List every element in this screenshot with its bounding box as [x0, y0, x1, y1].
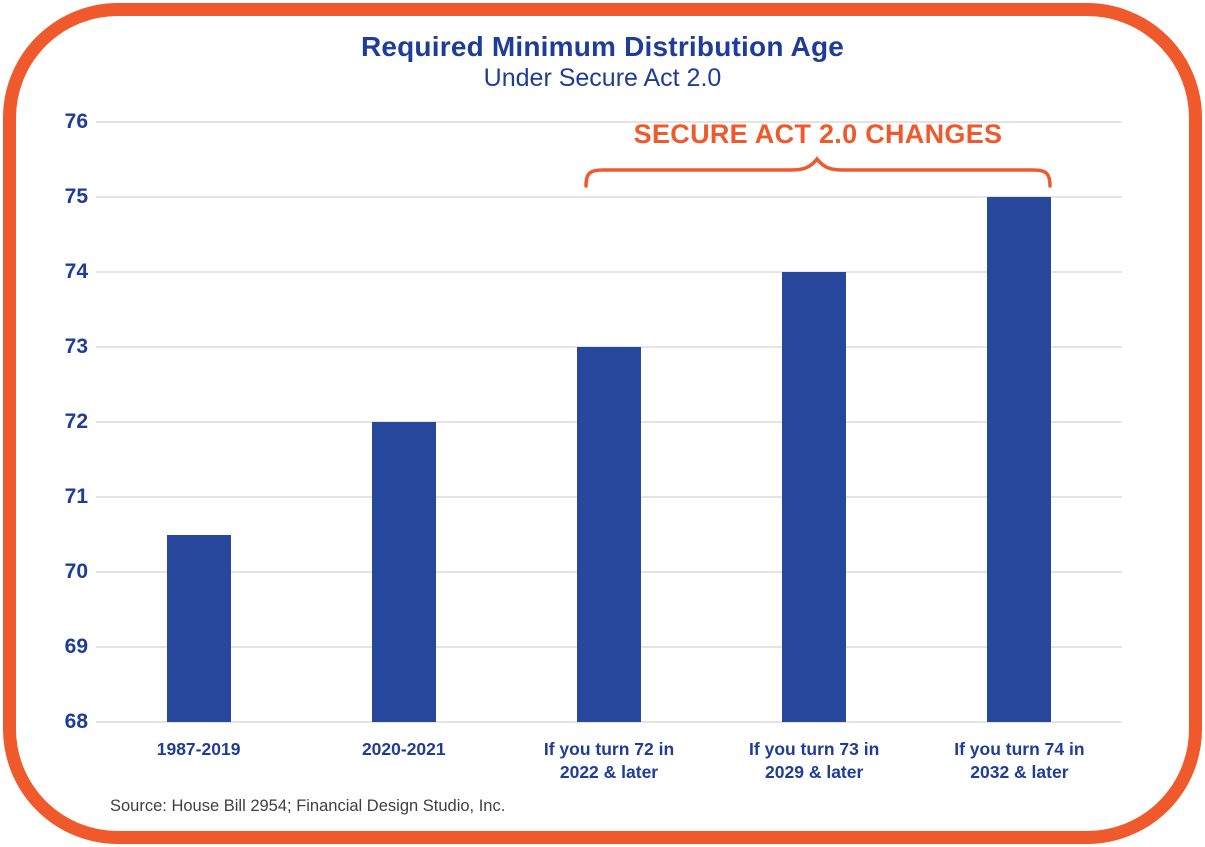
bar [782, 272, 847, 722]
x-tick-label: 2020-2021 [361, 739, 446, 759]
x-tick-label: If you turn 74 in 2032 & later [954, 739, 1085, 782]
y-tick-label: 69 [64, 635, 88, 658]
chart-title: Required Minimum Distribution Age [360, 31, 845, 62]
y-tick-label: 70 [64, 560, 88, 583]
source-note: Source: House Bill 2954; Financial Desig… [110, 797, 506, 815]
x-tick-label: If you turn 72 in 2022 & later [543, 739, 675, 782]
gridline [96, 271, 1122, 273]
x-tick-label: If you turn 73 in 2029 & later [749, 739, 880, 782]
y-tick-label: 72 [64, 410, 88, 433]
bar [577, 347, 641, 722]
bar [987, 197, 1052, 722]
y-tick-label: 76 [64, 110, 88, 133]
y-tick-label: 75 [64, 185, 88, 208]
y-tick-label: 73 [64, 335, 88, 358]
gridline [96, 721, 1122, 723]
y-tick-label: 68 [64, 710, 88, 733]
chart-subtitle: Under Secure Act 2.0 [483, 64, 722, 92]
y-tick-label: 71 [64, 485, 88, 508]
curly-brace-icon [584, 156, 1052, 188]
gridline [96, 196, 1122, 198]
x-tick-label: 1987-2019 [156, 739, 241, 759]
annotation-label: SECURE ACT 2.0 CHANGES [633, 119, 1003, 149]
gridline [96, 121, 1122, 123]
y-tick-label: 74 [64, 260, 88, 283]
bar [166, 534, 231, 722]
bar [371, 422, 436, 722]
